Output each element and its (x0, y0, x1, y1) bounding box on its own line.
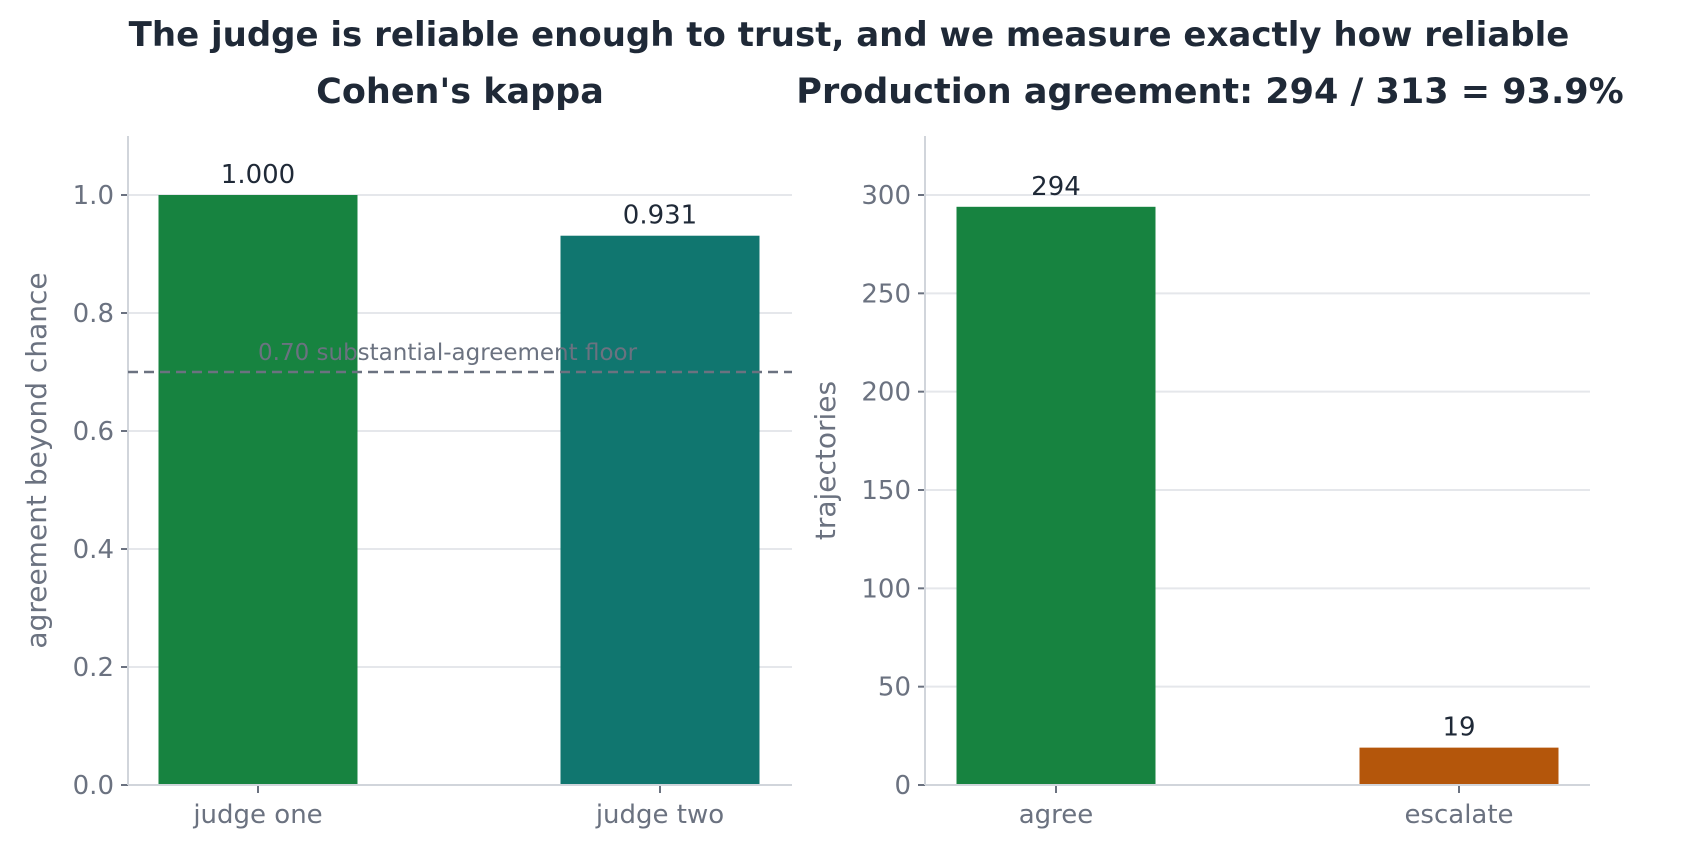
reference-line-label: 0.70 substantial-agreement floor (258, 340, 638, 366)
y-tick-label: 300 (861, 181, 911, 211)
y-tick-label: 0.4 (73, 535, 114, 565)
kappa-chart: Cohen's kappa 0.0 0.2 0.4 0.6 0.8 1.0 agreement… (20, 72, 792, 830)
chart-title: Cohen's kappa (316, 72, 604, 112)
bar-judge-two (560, 235, 760, 785)
figure-title: The judge is reliable enough to trust, a… (129, 15, 1570, 55)
y-axis-label: trajectories (809, 381, 842, 540)
y-tick-label: 0.8 (73, 299, 114, 329)
y-tick-label: 0.2 (73, 653, 114, 683)
x-tick-label: judge two (595, 800, 724, 830)
production-agreement-chart: Production agreement: 294 / 313 = 93.9% 0… (796, 72, 1623, 830)
data-label: 0.931 (623, 201, 697, 231)
data-label: 294 (1031, 172, 1081, 202)
x-tick-label: agree (1019, 800, 1094, 830)
bar-escalate (1359, 747, 1559, 785)
y-axis-label: agreement beyond chance (20, 272, 53, 648)
y-tick-label: 100 (861, 574, 911, 604)
bar-judge-one (158, 195, 358, 785)
y-tick-label: 0.6 (73, 417, 114, 447)
bar-agree (956, 206, 1156, 786)
y-tick-label: 250 (861, 279, 911, 309)
x-tick-label: judge one (192, 800, 322, 830)
data-label: 19 (1442, 713, 1475, 743)
y-tick-label: 50 (878, 673, 911, 703)
y-tick-label: 1.0 (73, 181, 114, 211)
y-tick-label: 150 (861, 476, 911, 506)
y-tick-label: 0 (894, 771, 911, 801)
data-label: 1.000 (221, 160, 295, 190)
x-tick-label: escalate (1404, 800, 1513, 830)
y-tick-label: 200 (861, 378, 911, 408)
y-tick-label: 0.0 (73, 771, 114, 801)
chart-title: Production agreement: 294 / 313 = 93.9% (796, 72, 1623, 112)
